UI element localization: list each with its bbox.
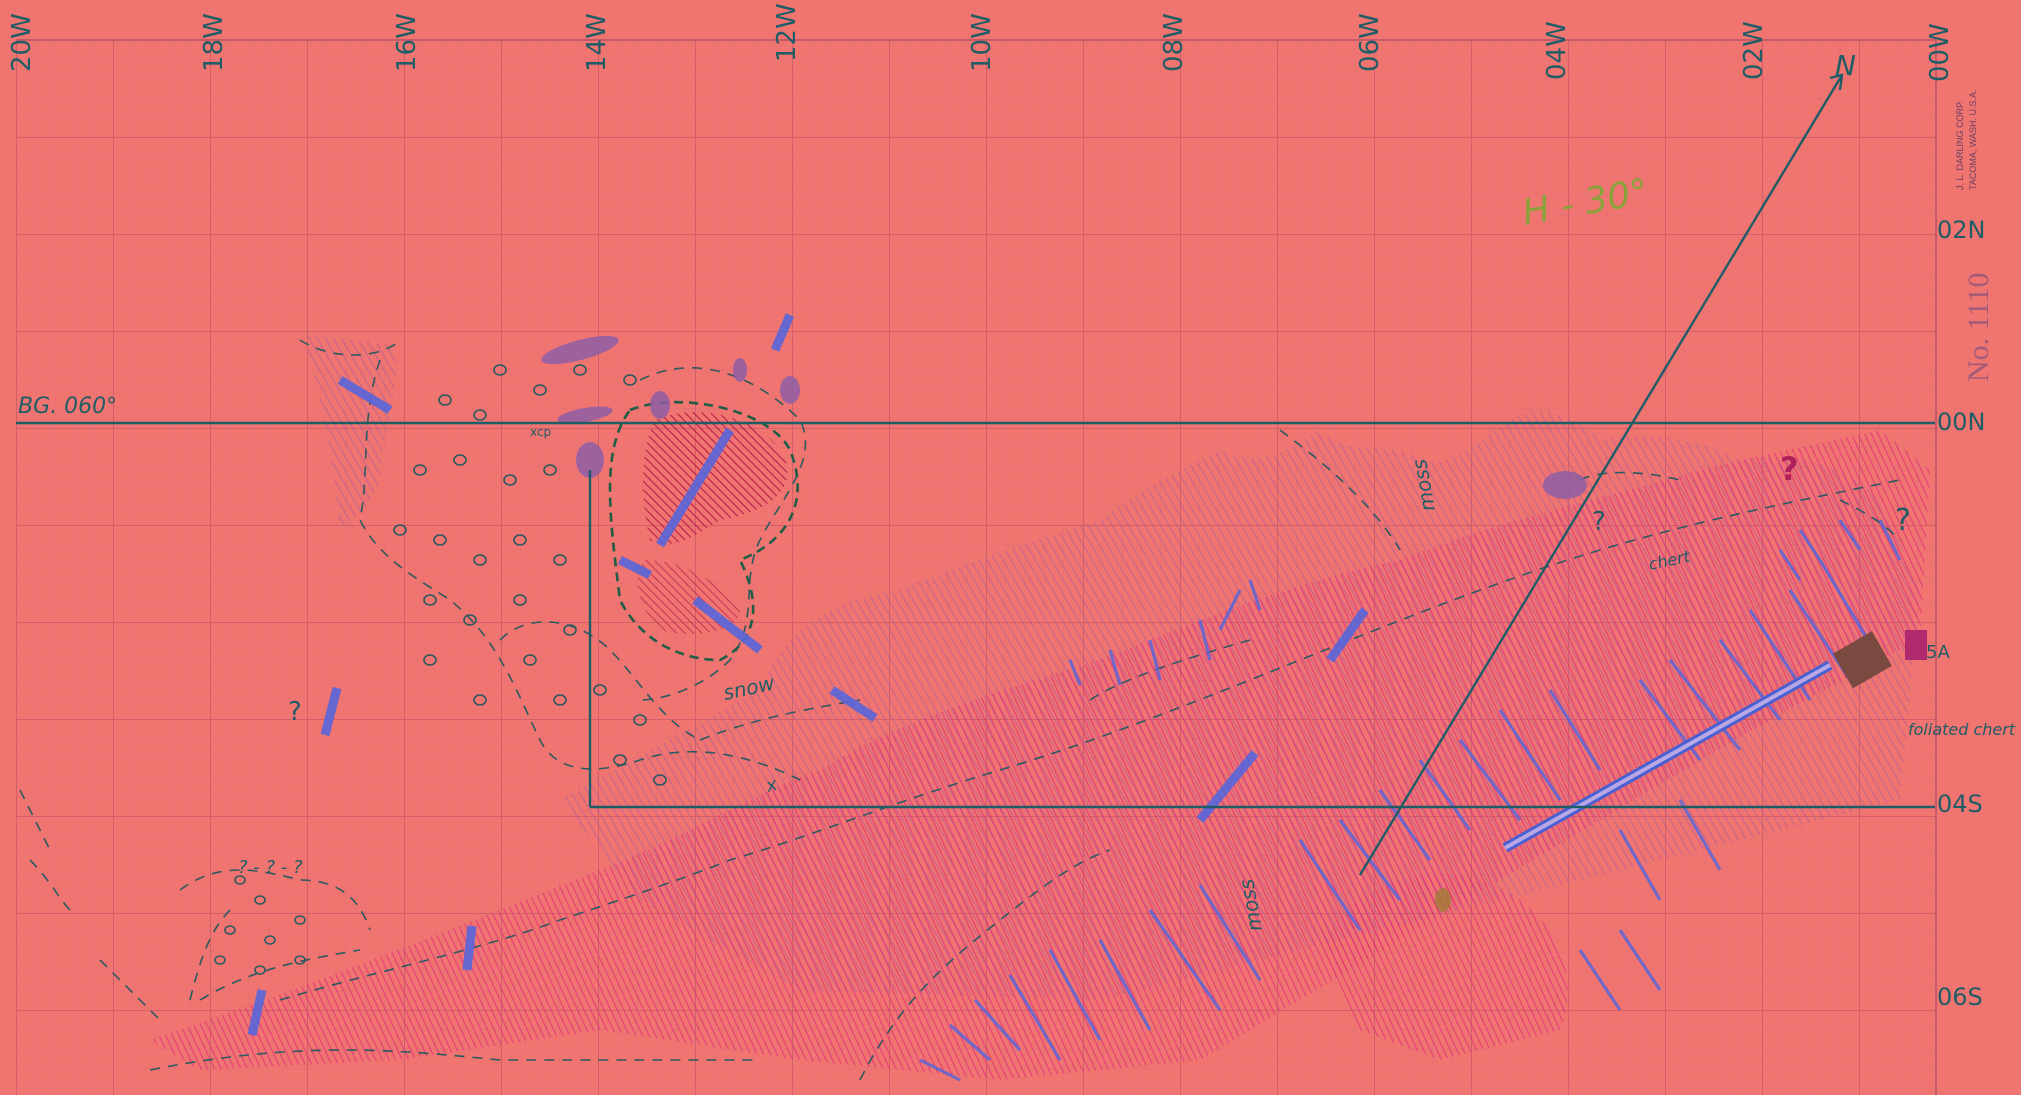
north-arrow-head xyxy=(1829,73,1844,91)
boulder-symbols xyxy=(214,364,667,975)
north-label: N xyxy=(1835,49,1856,82)
x-label: 04W xyxy=(1542,21,1572,80)
maker-line-1: J. L. DARLING CORP. xyxy=(1955,101,1965,190)
sheet-number: No. 1110 xyxy=(1962,273,1995,382)
x-label: 20W xyxy=(7,13,37,72)
x-grid-labels: 20W 18W 16W 14W 12W 10W 08W 06W 04W 02W … xyxy=(7,3,1955,82)
question-mark: ? xyxy=(1895,503,1911,538)
question-mark: ? xyxy=(288,697,302,727)
question-mark: ? - ? - ? xyxy=(238,857,303,878)
question-mark: ? xyxy=(1780,450,1799,488)
contact-label: x xyxy=(763,774,780,797)
x-label: 02W xyxy=(1739,21,1769,80)
x-label: 18W xyxy=(199,13,229,72)
question-mark: ? xyxy=(1592,507,1606,537)
dashed-contacts xyxy=(19,339,1901,1081)
maker-line-2: TACOMA, WASH. U.S.A. xyxy=(1968,89,1978,190)
y-label: 00N xyxy=(1937,408,1986,436)
survey-lines xyxy=(16,74,1935,876)
paper-maker-mark: J. L. DARLING CORP. TACOMA, WASH. U.S.A. xyxy=(1955,89,1978,190)
x-label: 08W xyxy=(1159,13,1189,72)
foliated-chert-label: foliated chert xyxy=(1908,720,2016,739)
trench-line xyxy=(1502,630,1927,853)
y-label: 06S xyxy=(1937,983,1983,1011)
x-label: 00W xyxy=(1925,23,1955,82)
y-grid-labels: 02N 00N 04S 06S xyxy=(1937,216,1986,1011)
x-label: 16W xyxy=(392,13,422,72)
x-label: 10W xyxy=(967,13,997,72)
purple-blobs xyxy=(541,335,1587,912)
blue-strike-marks xyxy=(247,313,1369,1036)
baseline-label: BG. 060° xyxy=(18,394,117,419)
x-label: 12W xyxy=(772,3,802,62)
x-label: 14W xyxy=(582,13,612,72)
y-label: 04S xyxy=(1937,790,1983,818)
pink-hatched-band xyxy=(150,430,1930,1080)
station-label: 5A xyxy=(1926,642,1950,663)
outcrop-label: xcp xyxy=(530,425,551,439)
x-label: 06W xyxy=(1355,13,1385,72)
y-label: 02N xyxy=(1937,216,1986,244)
